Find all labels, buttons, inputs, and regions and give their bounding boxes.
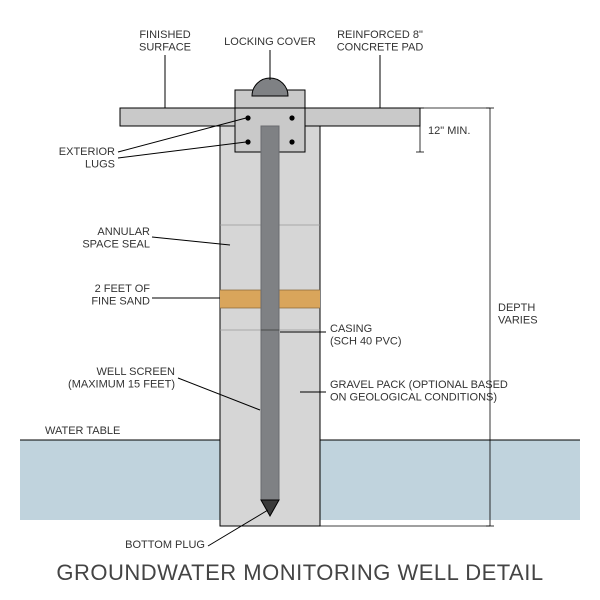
locking-cover bbox=[252, 78, 288, 96]
exterior-lug-dot bbox=[245, 139, 250, 144]
diagram-title: GROUNDWATER MONITORING WELL DETAIL bbox=[56, 560, 543, 585]
label-finished-surface: FINISHEDSURFACE bbox=[139, 29, 191, 54]
exterior-lug-dot bbox=[289, 139, 294, 144]
casing bbox=[261, 126, 279, 500]
label-casing: CASING(SCH 40 PVC) bbox=[330, 323, 402, 348]
label-locking-cover: LOCKING COVER bbox=[224, 36, 316, 48]
label-bottom-plug: BOTTOM PLUG bbox=[125, 539, 205, 551]
label-water-table: WATER TABLE bbox=[45, 425, 120, 437]
label-reinforced-pad: REINFORCED 8"CONCRETE PAD bbox=[337, 29, 424, 54]
well-diagram: FINISHEDSURFACE LOCKING COVER REINFORCED 8… bbox=[0, 0, 600, 600]
label-depth-varies: DEPTHVARIES bbox=[498, 302, 538, 327]
exterior-lug-dot bbox=[245, 115, 250, 120]
exterior-lug-dot bbox=[289, 115, 294, 120]
label-fine-sand: 2 FEET OFFINE SAND bbox=[91, 283, 150, 308]
label-gravel-pack: GRAVEL PACK (OPTIONAL BASEDON GEOLOGICAL… bbox=[330, 379, 508, 404]
label-12min: 12" MIN. bbox=[428, 125, 470, 137]
label-well-screen: WELL SCREEN(MAXIMUM 15 FEET) bbox=[68, 366, 175, 391]
label-annular-seal: ANNULARSPACE SEAL bbox=[82, 226, 150, 251]
label-exterior-lugs: EXTERIORLUGS bbox=[59, 146, 115, 171]
